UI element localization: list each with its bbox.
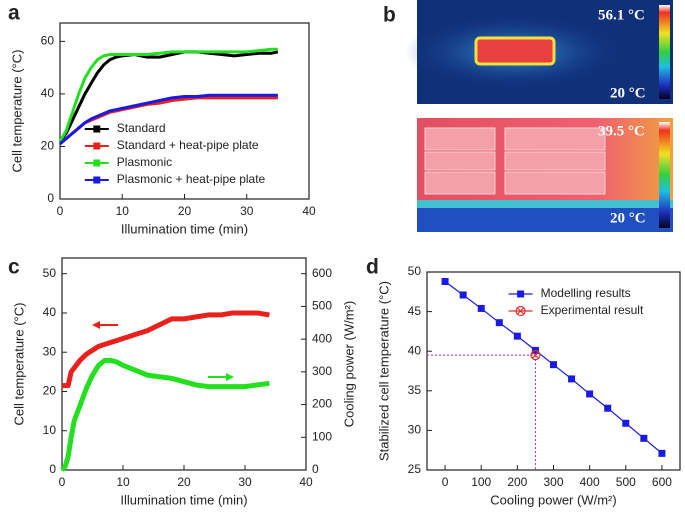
max-temp: 39.5 °C	[598, 123, 645, 139]
y2-tick-label: 300	[312, 364, 332, 378]
legend-label: Plasmonic	[117, 155, 172, 169]
min-temp: 20 °C	[610, 210, 646, 226]
y-tick-label: 50	[43, 266, 57, 280]
marker-cross	[532, 351, 539, 359]
y-tick-label: 30	[43, 344, 57, 358]
x-tick-label: 30	[238, 475, 252, 489]
y-tick-label: 40	[408, 343, 422, 357]
y-tick-label: 60	[41, 34, 55, 48]
x-tick-label: 10	[116, 475, 130, 489]
y2-tick-label: 0	[312, 462, 319, 476]
x-tick-label: 600	[652, 475, 672, 489]
y-tick-label: 30	[408, 423, 422, 437]
x-tick-label: 0	[59, 475, 66, 489]
x-tick-label: 300	[543, 475, 563, 489]
max-temp: 56.1 °C	[598, 7, 645, 23]
x-tick-label: 10	[116, 204, 130, 218]
marker	[441, 278, 449, 286]
y-tick-label: 50	[408, 264, 422, 278]
marker	[495, 319, 503, 327]
legend-label: Experimental result	[541, 303, 644, 317]
x-tick-label: 30	[240, 204, 254, 218]
marker	[513, 332, 521, 340]
marker	[515, 305, 526, 317]
y2-tick-label: 400	[312, 331, 332, 345]
x-axis-label: Illumination time (min)	[121, 221, 248, 236]
thermal-image: 39.5 °C 20 °C	[417, 118, 673, 232]
legend-label: Plasmonic + heat-pipe plate	[117, 172, 266, 186]
marker	[550, 361, 557, 369]
series-line	[59, 93, 278, 145]
y-tick-label: 40	[43, 305, 57, 319]
y-tick-label: 40	[41, 86, 55, 100]
panel-label: c	[8, 256, 20, 279]
y-tick-label: 20	[43, 384, 57, 398]
series-line	[60, 357, 270, 472]
marker	[93, 159, 101, 167]
panel-label: d	[366, 256, 379, 279]
y-axis-label: Cell temperature (°C)	[9, 50, 24, 173]
marker	[530, 350, 541, 361]
x-tick-label: 0	[57, 204, 64, 218]
marker	[93, 176, 101, 184]
y2-tick-label: 200	[312, 397, 332, 411]
min-temp: 20 °C	[610, 85, 646, 101]
marker	[604, 404, 612, 412]
y-tick-label: 45	[408, 304, 422, 318]
y-tick-label: 35	[408, 383, 422, 397]
series-line	[58, 47, 278, 142]
marker	[568, 375, 576, 383]
series-line	[62, 310, 270, 389]
legend-label: Modelling results	[541, 286, 631, 300]
x-tick-label: 100	[471, 475, 491, 489]
marker-cross	[517, 307, 525, 315]
x-tick-label: 40	[302, 204, 316, 218]
marker	[622, 419, 630, 427]
x-tick-label: 0	[442, 475, 449, 489]
y2-tick-label: 100	[312, 429, 332, 443]
marker	[93, 125, 101, 133]
marker	[517, 290, 525, 298]
marker	[459, 291, 467, 299]
panel-label: b	[383, 4, 396, 27]
x-tick-label: 20	[178, 204, 192, 218]
x-axis-label: Cooling power (W/m²)	[490, 492, 616, 507]
x-tick-label: 500	[616, 475, 636, 489]
series-line	[59, 96, 278, 145]
y-tick-label: 10	[43, 423, 57, 437]
marker	[640, 434, 648, 442]
marker	[477, 304, 485, 312]
x-tick-label: 20	[177, 475, 191, 489]
y-tick-label: 0	[49, 462, 56, 476]
y2-tick-label: 500	[312, 299, 332, 313]
y-axis-label: Cell temperature (°C)	[11, 303, 26, 426]
arrow	[92, 321, 234, 381]
panel-label: a	[8, 2, 20, 25]
marker	[586, 390, 594, 398]
y2-tick-label: 600	[312, 266, 332, 280]
thermal-image: 56.1 °C 20 °C	[405, 0, 673, 104]
x-tick-label: 40	[299, 475, 313, 489]
y-tick-label: 20	[41, 139, 55, 153]
marker	[658, 449, 666, 457]
x-tick-label: 400	[580, 475, 600, 489]
y2-axis-label: Cooling power (W/m²)	[341, 301, 356, 427]
x-axis-label: Illumination time (min)	[120, 492, 247, 507]
x-tick-label: 200	[507, 475, 527, 489]
y-axis-label: Stabilized cell temperature (°C)	[376, 281, 391, 461]
marker	[93, 142, 101, 150]
legend-label: Standard + heat-pipe plate	[117, 138, 259, 152]
legend-label: Standard	[117, 121, 166, 135]
y-tick-label: 25	[408, 462, 422, 476]
y-tick-label: 0	[47, 191, 54, 205]
